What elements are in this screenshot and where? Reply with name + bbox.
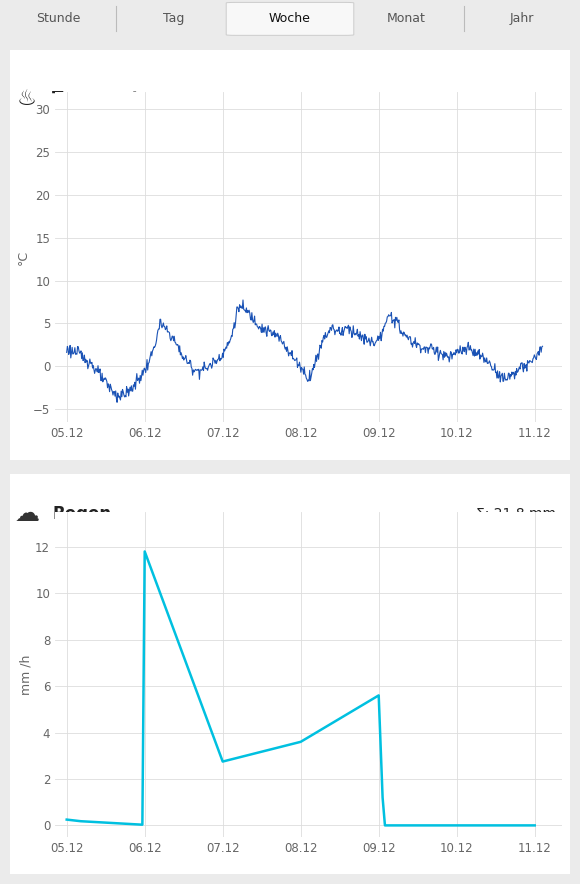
Text: Jahr: Jahr [510,12,534,25]
Text: Tag: Tag [164,12,184,25]
Text: Stunde: Stunde [36,12,80,25]
Text: Σ: 21.8 mm: Σ: 21.8 mm [476,507,556,521]
Y-axis label: °C: °C [17,249,30,264]
Text: Ø: 2°C: Ø: 2°C [510,92,556,106]
Y-axis label: mm /h: mm /h [19,654,32,695]
Text: ☁: ☁ [14,502,39,526]
FancyBboxPatch shape [226,3,354,35]
Text: ♨: ♨ [17,89,37,110]
Text: Monat: Monat [386,12,426,25]
Text: Regen: Regen [52,505,111,523]
Text: Temperatur: Temperatur [52,90,161,108]
Text: Woche: Woche [269,12,311,25]
